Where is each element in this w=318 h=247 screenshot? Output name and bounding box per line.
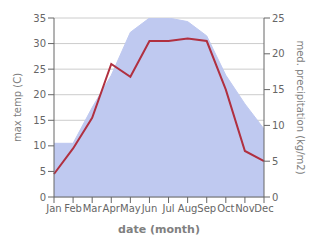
svg-text:Mar: Mar (83, 203, 103, 214)
svg-text:10: 10 (272, 120, 285, 131)
svg-text:35: 35 (33, 13, 46, 24)
svg-text:Sep: Sep (197, 203, 216, 214)
svg-text:Aug: Aug (178, 203, 198, 214)
svg-text:Jul: Jul (162, 203, 175, 214)
svg-text:Jun: Jun (141, 203, 158, 214)
svg-text:0: 0 (40, 192, 46, 203)
svg-text:Apr: Apr (103, 203, 121, 214)
svg-text:Jan: Jan (45, 203, 61, 214)
svg-text:5: 5 (272, 156, 278, 167)
svg-text:15: 15 (272, 84, 285, 95)
svg-text:Dec: Dec (254, 203, 273, 214)
svg-text:med. precipitation (kg/m2): med. precipitation (kg/m2) (295, 40, 306, 174)
svg-text:20: 20 (33, 89, 46, 100)
svg-text:25: 25 (33, 64, 46, 75)
svg-text:0: 0 (272, 192, 278, 203)
svg-text:Feb: Feb (64, 203, 82, 214)
svg-text:10: 10 (33, 140, 46, 151)
svg-text:30: 30 (33, 38, 46, 49)
svg-text:25: 25 (272, 13, 285, 24)
svg-text:Nov: Nov (235, 203, 255, 214)
svg-text:max temp (C): max temp (C) (12, 73, 23, 142)
svg-text:5: 5 (40, 166, 46, 177)
svg-text:20: 20 (272, 48, 285, 59)
svg-text:15: 15 (33, 115, 46, 126)
svg-text:May: May (120, 203, 141, 214)
svg-text:date (month): date (month) (118, 223, 200, 236)
svg-text:Oct: Oct (217, 203, 234, 214)
